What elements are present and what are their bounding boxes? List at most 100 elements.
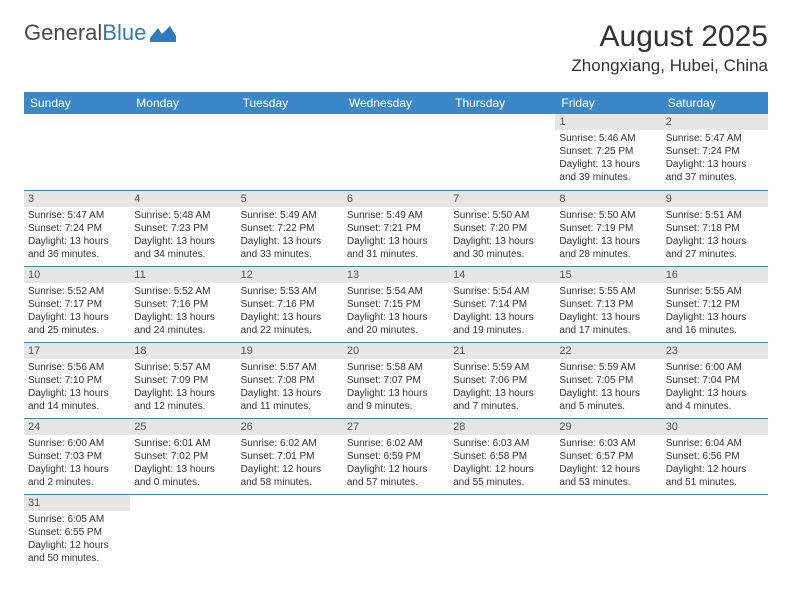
sunrise-text: Sunrise: 5:55 AM [666, 285, 764, 298]
day-number: 12 [237, 267, 343, 283]
day-number: 27 [343, 419, 449, 435]
sunset-text: Sunset: 7:03 PM [28, 450, 126, 463]
calendar-row: 10Sunrise: 5:52 AMSunset: 7:17 PMDayligh… [24, 266, 768, 342]
sunset-text: Sunset: 7:19 PM [559, 222, 657, 235]
calendar-cell: 26Sunrise: 6:02 AMSunset: 7:01 PMDayligh… [237, 418, 343, 494]
day-number: 8 [555, 191, 661, 207]
logo-flag-icon [150, 22, 176, 48]
sunset-text: Sunset: 6:58 PM [453, 450, 551, 463]
sunrise-text: Sunrise: 6:05 AM [28, 513, 126, 526]
dayname: Saturday [662, 92, 768, 114]
sunset-text: Sunset: 6:55 PM [28, 526, 126, 539]
calendar-cell [130, 114, 236, 190]
calendar-cell: 29Sunrise: 6:03 AMSunset: 6:57 PMDayligh… [555, 418, 661, 494]
day-info: Sunrise: 5:59 AMSunset: 7:05 PMDaylight:… [559, 361, 657, 413]
calendar-cell: 10Sunrise: 5:52 AMSunset: 7:17 PMDayligh… [24, 266, 130, 342]
calendar-cell: 5Sunrise: 5:49 AMSunset: 7:22 PMDaylight… [237, 190, 343, 266]
daylight-text: Daylight: 12 hours and 55 minutes. [453, 463, 551, 489]
day-number: 13 [343, 267, 449, 283]
daylight-text: Daylight: 12 hours and 53 minutes. [559, 463, 657, 489]
sunrise-text: Sunrise: 5:50 AM [453, 209, 551, 222]
calendar-cell [237, 114, 343, 190]
sunset-text: Sunset: 6:59 PM [347, 450, 445, 463]
sunset-text: Sunset: 7:10 PM [28, 374, 126, 387]
calendar-cell: 14Sunrise: 5:54 AMSunset: 7:14 PMDayligh… [449, 266, 555, 342]
sunset-text: Sunset: 7:04 PM [666, 374, 764, 387]
sunset-text: Sunset: 7:17 PM [28, 298, 126, 311]
day-number: 7 [449, 191, 555, 207]
sunset-text: Sunset: 7:12 PM [666, 298, 764, 311]
dayname: Monday [130, 92, 236, 114]
day-info: Sunrise: 5:54 AMSunset: 7:15 PMDaylight:… [347, 285, 445, 337]
calendar-cell [237, 494, 343, 570]
day-number: 19 [237, 343, 343, 359]
calendar-cell: 19 Sunrise: 5:57 AMSunset: 7:08 PMDayligh… [237, 342, 343, 418]
day-number: 26 [237, 419, 343, 435]
calendar-cell: 31 Sunrise: 6:05 AMSunset: 6:55 PMDayligh… [24, 494, 130, 570]
sunrise-text: Sunrise: 6:02 AM [347, 437, 445, 450]
calendar-cell: 23Sunrise: 6:00 AMSunset: 7:04 PMDayligh… [662, 342, 768, 418]
daylight-text: Daylight: 13 hours and 2 minutes. [28, 463, 126, 489]
sunset-text: Sunset: 7:18 PM [666, 222, 764, 235]
calendar-row: 24Sunrise: 6:00 AMSunset: 7:03 PMDayligh… [24, 418, 768, 494]
sunrise-text: Sunrise: 5:47 AM [666, 132, 764, 145]
sunrise-text: Sunrise: 5:46 AM [559, 132, 657, 145]
sunset-text: Sunset: 7:09 PM [134, 374, 232, 387]
logo-text-1: General [24, 20, 102, 46]
calendar-cell: 6Sunrise: 5:49 AMSunset: 7:21 PMDaylight… [343, 190, 449, 266]
daylight-text: Daylight: 13 hours and 25 minutes. [28, 311, 126, 337]
daylight-text: Daylight: 13 hours and 7 minutes. [453, 387, 551, 413]
day-number: 31 [24, 495, 130, 511]
day-info: Sunrise: 6:04 AMSunset: 6:56 PMDaylight:… [666, 437, 764, 489]
sunrise-text: Sunrise: 6:00 AM [666, 361, 764, 374]
calendar-cell: 2Sunrise: 5:47 AMSunset: 7:24 PMDaylight… [662, 114, 768, 190]
sunrise-text: Sunrise: 5:53 AM [241, 285, 339, 298]
calendar-cell: 12Sunrise: 5:53 AMSunset: 7:16 PMDayligh… [237, 266, 343, 342]
day-number: 11 [130, 267, 236, 283]
logo-text-2: Blue [102, 20, 146, 46]
calendar-cell: 24Sunrise: 6:00 AMSunset: 7:03 PMDayligh… [24, 418, 130, 494]
dayname-row: Sunday Monday Tuesday Wednesday Thursday… [24, 92, 768, 114]
calendar-cell [449, 494, 555, 570]
day-info: Sunrise: 5:58 AMSunset: 7:07 PMDaylight:… [347, 361, 445, 413]
daylight-text: Daylight: 13 hours and 0 minutes. [134, 463, 232, 489]
day-info: Sunrise: 5:52 AMSunset: 7:17 PMDaylight:… [28, 285, 126, 337]
calendar-cell [343, 494, 449, 570]
sunset-text: Sunset: 7:06 PM [453, 374, 551, 387]
calendar-cell: 9Sunrise: 5:51 AMSunset: 7:18 PMDaylight… [662, 190, 768, 266]
day-number: 6 [343, 191, 449, 207]
sunrise-text: Sunrise: 6:00 AM [28, 437, 126, 450]
sunset-text: Sunset: 7:24 PM [666, 145, 764, 158]
sunrise-text: Sunrise: 5:50 AM [559, 209, 657, 222]
calendar-cell: 11Sunrise: 5:52 AMSunset: 7:16 PMDayligh… [130, 266, 236, 342]
sunrise-text: Sunrise: 5:57 AM [134, 361, 232, 374]
day-info: Sunrise: 6:02 AMSunset: 6:59 PMDaylight:… [347, 437, 445, 489]
title-block: August 2025 Zhongxiang, Hubei, China [571, 20, 768, 76]
daylight-text: Daylight: 13 hours and 11 minutes. [241, 387, 339, 413]
daylight-text: Daylight: 13 hours and 33 minutes. [241, 235, 339, 261]
daylight-text: Daylight: 13 hours and 34 minutes. [134, 235, 232, 261]
sunrise-text: Sunrise: 5:52 AM [134, 285, 232, 298]
calendar-cell: 7Sunrise: 5:50 AMSunset: 7:20 PMDaylight… [449, 190, 555, 266]
daylight-text: Daylight: 12 hours and 50 minutes. [28, 539, 126, 565]
day-info: Sunrise: 5:46 AMSunset: 7:25 PMDaylight:… [559, 132, 657, 184]
dayname: Thursday [449, 92, 555, 114]
calendar-cell: 18Sunrise: 5:57 AMSunset: 7:09 PMDayligh… [130, 342, 236, 418]
sunset-text: Sunset: 7:21 PM [347, 222, 445, 235]
day-number: 16 [662, 267, 768, 283]
sunset-text: Sunset: 7:25 PM [559, 145, 657, 158]
daylight-text: Daylight: 13 hours and 14 minutes. [28, 387, 126, 413]
dayname: Tuesday [237, 92, 343, 114]
calendar-cell [449, 114, 555, 190]
day-number: 4 [130, 191, 236, 207]
calendar-cell: 17Sunrise: 5:56 AMSunset: 7:10 PMDayligh… [24, 342, 130, 418]
calendar-cell: 21Sunrise: 5:59 AMSunset: 7:06 PMDayligh… [449, 342, 555, 418]
logo: GeneralBlue [24, 20, 176, 46]
sunset-text: Sunset: 7:14 PM [453, 298, 551, 311]
day-info: Sunrise: 5:57 AMSunset: 7:08 PMDaylight:… [241, 361, 339, 413]
day-number: 14 [449, 267, 555, 283]
sunrise-text: Sunrise: 5:59 AM [559, 361, 657, 374]
day-info: Sunrise: 5:47 AMSunset: 7:24 PMDaylight:… [28, 209, 126, 261]
day-info: Sunrise: 6:05 AMSunset: 6:55 PMDaylight:… [28, 513, 126, 565]
day-info: Sunrise: 5:48 AMSunset: 7:23 PMDaylight:… [134, 209, 232, 261]
